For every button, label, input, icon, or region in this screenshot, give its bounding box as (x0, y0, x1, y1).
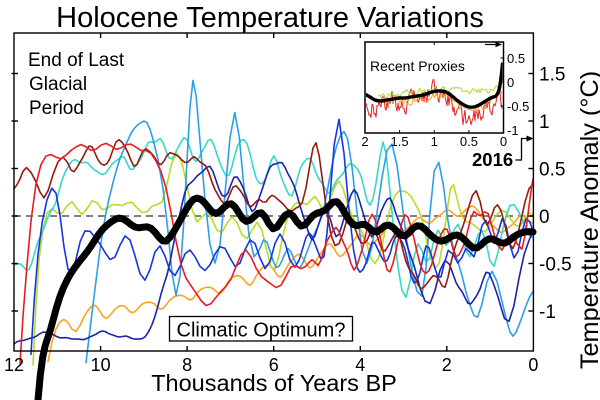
svg-text:2016: 2016 (472, 149, 513, 170)
svg-text:0.5: 0.5 (539, 160, 565, 181)
svg-text:Thousands of Years BP: Thousands of Years BP (151, 370, 397, 396)
svg-text:0.5: 0.5 (507, 51, 525, 66)
svg-text:0: 0 (507, 75, 514, 90)
svg-text:1.5: 1.5 (539, 65, 565, 86)
svg-text:Climatic Optimum?: Climatic Optimum? (177, 320, 346, 342)
svg-text:-0.5: -0.5 (507, 99, 529, 114)
svg-text:1: 1 (431, 134, 438, 149)
svg-text:-0.5: -0.5 (539, 255, 572, 276)
svg-text:Temperature Anomaly (°C): Temperature Anomaly (°C) (576, 71, 600, 369)
svg-text:Holocene Temperature Variation: Holocene Temperature Variations (56, 2, 484, 34)
svg-text:2: 2 (361, 134, 368, 149)
svg-text:1: 1 (539, 112, 550, 133)
svg-text:0.5: 0.5 (460, 134, 478, 149)
svg-text:0: 0 (539, 207, 550, 228)
svg-text:End of Last: End of Last (28, 50, 125, 71)
svg-text:2: 2 (442, 355, 452, 375)
svg-text:-1: -1 (539, 302, 556, 323)
svg-text:10: 10 (91, 355, 111, 375)
svg-text:0: 0 (500, 134, 507, 149)
svg-text:1.5: 1.5 (391, 134, 409, 149)
svg-text:0: 0 (528, 355, 538, 375)
svg-text:Recent Proxies: Recent Proxies (370, 58, 465, 74)
svg-text:8: 8 (182, 355, 192, 375)
svg-text:6: 6 (269, 355, 279, 375)
svg-text:-1: -1 (507, 123, 519, 138)
svg-text:Period: Period (29, 98, 84, 119)
svg-text:Glacial: Glacial (29, 74, 87, 95)
svg-text:4: 4 (355, 355, 365, 375)
svg-text:12: 12 (4, 355, 24, 375)
